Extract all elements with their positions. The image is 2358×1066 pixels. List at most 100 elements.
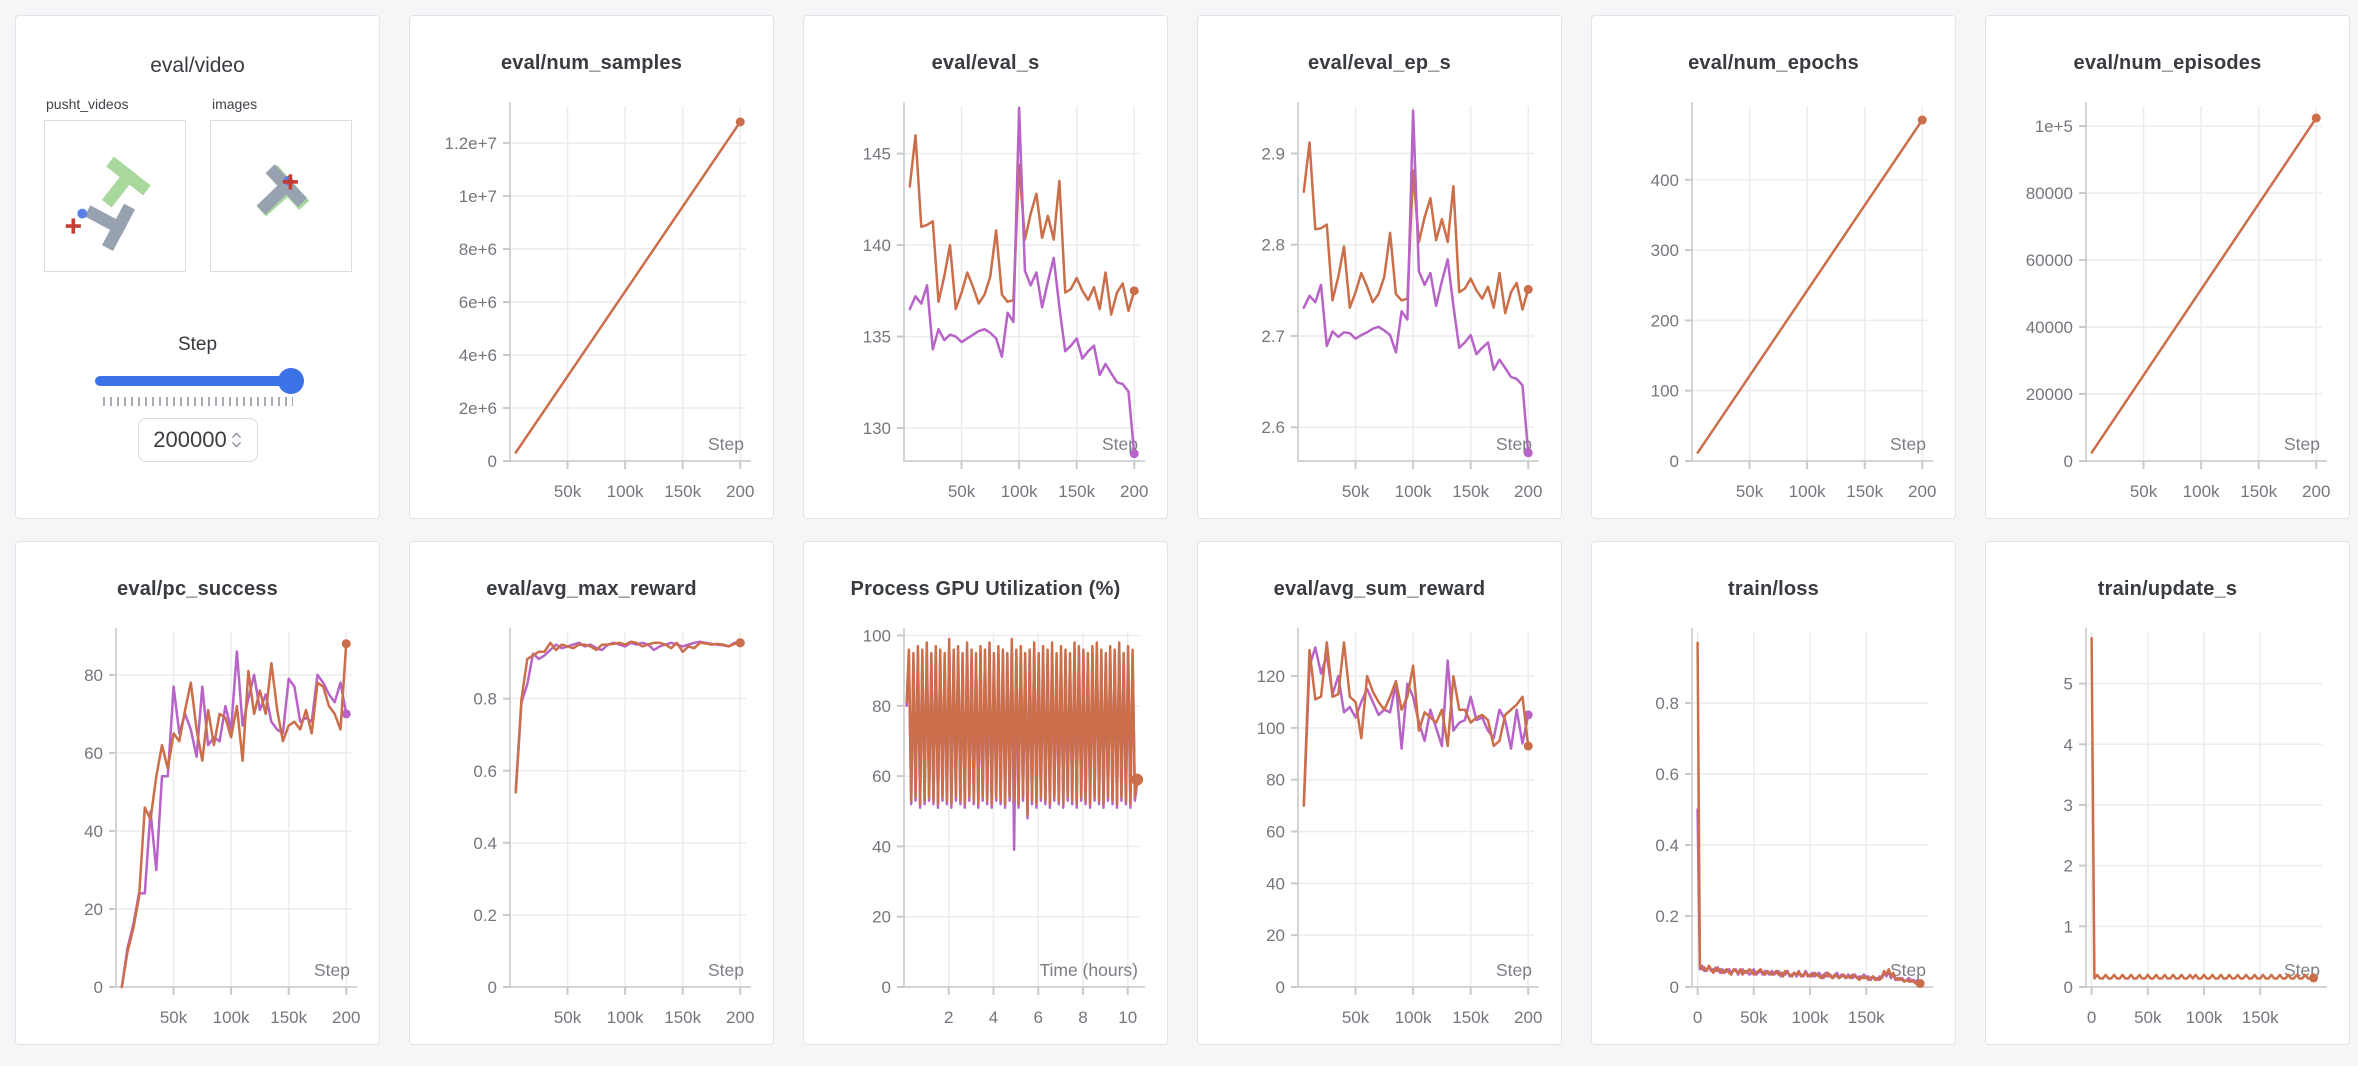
x-axis-caption: Step (1890, 434, 1926, 454)
chart-plot[interactable]: 0 0.2 0.4 0.6 0.8 50k 100k 150k 200 Step (410, 542, 773, 1044)
series-end-dot-purple (1129, 449, 1139, 459)
chart-title: eval/eval_ep_s (1308, 52, 1451, 74)
step-value: 200000 (153, 427, 227, 452)
chart-plot[interactable]: 0 20 40 60 80 50k 100k 150k 200 Step (16, 542, 379, 1044)
x-tick-label: 200 (1514, 482, 1542, 501)
chevron-down-icon[interactable] (231, 441, 242, 448)
chart-plot[interactable]: 130 135 140 145 50k 100k 150k 200 Step (804, 16, 1167, 518)
x-tick-label: 150k (2242, 1008, 2279, 1027)
chart-plot[interactable]: 0 20 40 60 80 100 120 50k 100k 150k 200 Step (1198, 542, 1561, 1044)
chart-title: train/loss (1728, 578, 1819, 600)
images-thumbnail[interactable] (210, 120, 352, 272)
step-number-input[interactable]: 200000 (137, 418, 258, 462)
chart-plot[interactable]: 0 2e+6 4e+6 6e+6 8e+6 1e+7 1.2e+7 50k 100k 150k 20… (410, 16, 773, 518)
chart-panel-train-update-s: train/update_s 0 1 2 3 4 5 0 50k 100k 150k Step (1985, 541, 2350, 1045)
series-line-orange (1302, 641, 1530, 807)
x-axis-caption: Step (1890, 960, 1926, 980)
y-tick-label: 0.8 (1655, 694, 1679, 713)
media-item-images: images (210, 96, 352, 272)
x-tick-label: 100k (2186, 1008, 2223, 1027)
media-label: pusht_videos (46, 96, 129, 112)
y-tick-label: 0 (94, 978, 103, 997)
series-line-orange (120, 642, 348, 989)
media-panel-title: eval/video (150, 54, 245, 77)
y-tick-label: 4 (2064, 735, 2073, 754)
x-tick-label: 50k (2134, 1008, 2162, 1027)
x-tick-label: 50k (948, 482, 976, 501)
step-slider-thumb[interactable] (278, 368, 304, 394)
x-tick-label: 100k (607, 1008, 644, 1027)
y-tick-label: 80 (84, 666, 103, 685)
media-panel-eval-video: eval/video pusht_videos (15, 15, 380, 519)
series-end-dot-purple (341, 709, 351, 719)
y-tick-label: 6e+6 (459, 293, 497, 312)
y-tick-label: 80000 (2026, 184, 2073, 203)
chevron-up-icon[interactable] (231, 432, 242, 439)
chart-plot[interactable]: 0 0.2 0.4 0.6 0.8 0 50k 100k 150k Step (1592, 542, 1955, 1044)
chart-title: eval/eval_s (931, 52, 1040, 74)
x-tick-label: 6 (1033, 1008, 1042, 1027)
x-tick-label: 200 (2302, 482, 2330, 501)
y-tick-label: 5 (2064, 675, 2073, 694)
series-end-dot-orange (735, 638, 745, 648)
x-tick-label: 100k (1001, 482, 1038, 501)
series-line-purple (120, 650, 348, 989)
x-tick-label: 10 (1118, 1008, 1137, 1027)
y-tick-label: 130 (863, 419, 891, 438)
y-tick-label: 0.6 (1655, 765, 1679, 784)
y-tick-label: 60 (872, 767, 891, 786)
y-tick-label: 40 (84, 822, 103, 841)
y-tick-label: 2e+6 (459, 399, 497, 418)
step-slider[interactable] (95, 368, 304, 394)
step-slider-track[interactable] (95, 376, 300, 386)
x-axis-caption: Time (hours) (1039, 960, 1138, 980)
y-tick-label: 40 (872, 837, 891, 856)
x-tick-label: 100k (1792, 1008, 1829, 1027)
x-tick-label: 100k (213, 1008, 250, 1027)
y-tick-label: 0.2 (1655, 907, 1679, 926)
x-axis-caption: Step (1102, 434, 1138, 454)
chart-plot[interactable]: 0 20000 40000 60000 80000 1e+5 50k 100k 150k 200 S… (1986, 16, 2349, 518)
chart-panel-eval-num-epochs: eval/num_epochs 0 100 200 300 400 50k 100k 150k… (1591, 15, 1956, 519)
chart-title: eval/avg_sum_reward (1273, 578, 1486, 600)
y-tick-label: 20000 (2026, 385, 2073, 404)
chart-plot[interactable]: 2.6 2.7 2.8 2.9 50k 100k 150k 200 Step (1198, 16, 1561, 518)
chart-title: eval/avg_max_reward (486, 578, 697, 600)
media-row: pusht_videos (16, 96, 379, 272)
series-line-purple (1696, 808, 1922, 984)
agent-dot (77, 208, 88, 219)
step-slider-ruler (102, 397, 293, 406)
chart-plot[interactable]: 0 100 200 300 400 50k 100k 150k 200 Step (1592, 16, 1955, 518)
x-tick-label: 150k (270, 1008, 307, 1027)
series-line-orange (1696, 118, 1924, 454)
x-tick-label: 200 (726, 482, 754, 501)
y-tick-label: 0.8 (473, 690, 497, 709)
pusht-video-thumbnail[interactable] (44, 120, 186, 272)
y-tick-label: 60 (1266, 823, 1285, 842)
chart-panel-train-loss: train/loss 0 0.2 0.4 0.6 0.8 0 50k 100k 150k Step (1591, 541, 1956, 1045)
gray-t-shape (84, 203, 136, 251)
y-tick-label: 0.2 (473, 906, 497, 925)
x-tick-label: 150k (664, 482, 701, 501)
x-axis-caption: Step (1496, 960, 1532, 980)
x-tick-label: 50k (1740, 1008, 1768, 1027)
series-end-dot-orange (1523, 741, 1533, 751)
series-end-dot-orange (1915, 978, 1925, 988)
series-line-purple (1302, 109, 1530, 455)
series-line-purple (908, 106, 1136, 455)
goal-cross-icon (282, 174, 298, 190)
chart-plot[interactable]: 0 20 40 60 80 100 2 4 6 8 10 Time (hours) (804, 542, 1167, 1044)
y-tick-label: 200 (1651, 311, 1679, 330)
y-tick-label: 0 (2064, 978, 2073, 997)
stepper-spin-buttons[interactable] (231, 432, 242, 448)
y-tick-label: 400 (1651, 171, 1679, 190)
chart-panel-eval-avg-sum-reward: eval/avg_sum_reward 0 20 40 60 80 100 120 50k 10… (1197, 541, 1562, 1045)
media-label: images (212, 96, 258, 112)
chart-panel-eval-num-samples: eval/num_samples 0 2e+6 4e+6 6e+6 8e+6 1e+7 1.… (409, 15, 774, 519)
x-tick-label: 150k (1452, 1008, 1489, 1027)
x-tick-label: 150k (1846, 482, 1883, 501)
x-tick-label: 150k (664, 1008, 701, 1027)
x-tick-label: 150k (2240, 482, 2277, 501)
